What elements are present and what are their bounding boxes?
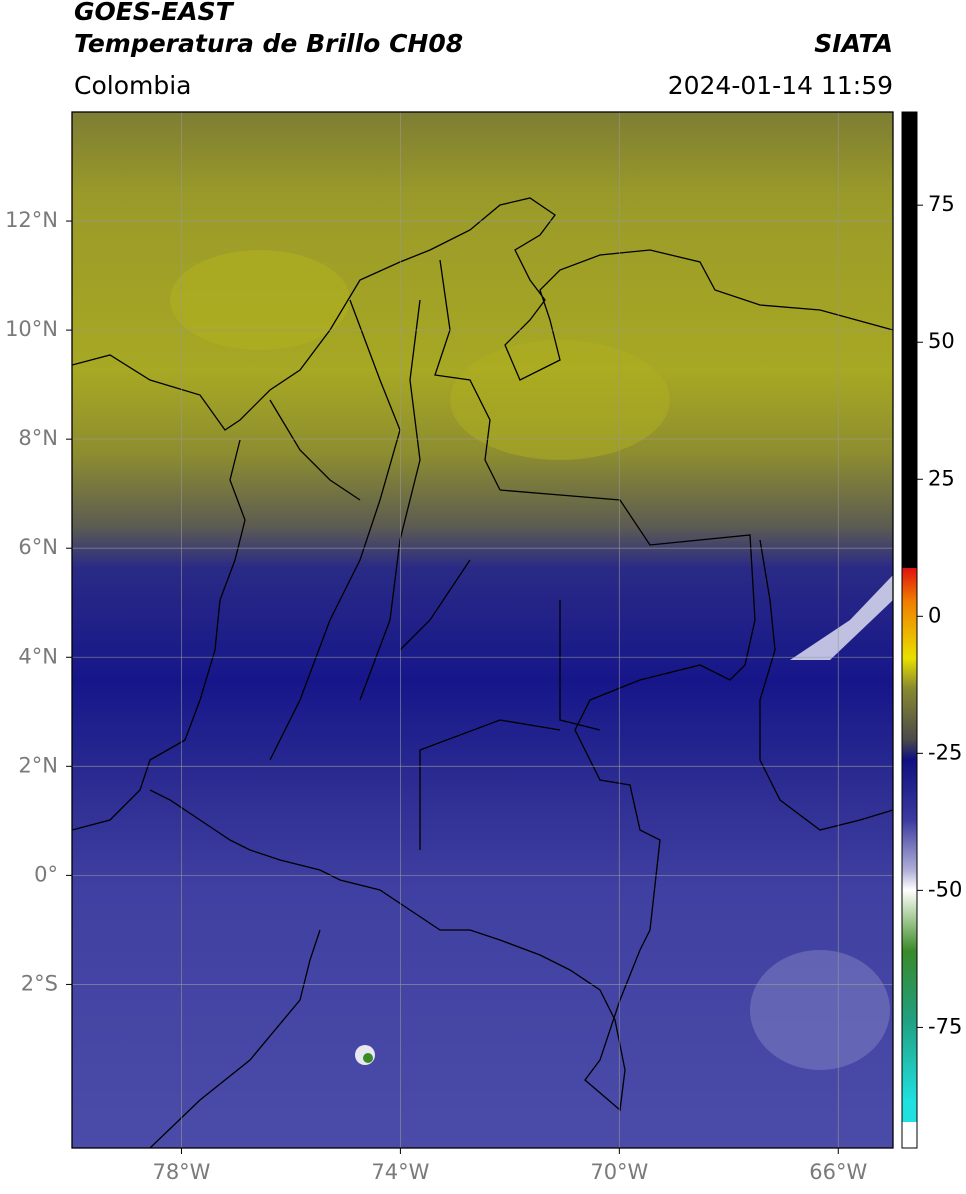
lon-tick-label: 74°W	[371, 1160, 429, 1184]
cloud-area	[170, 250, 350, 350]
country-border	[149, 929, 321, 1148]
lat-tick-label: 8°N	[18, 426, 58, 450]
map-frame	[71, 111, 894, 1149]
colorbar-tick-label: 0	[928, 603, 941, 627]
lat-tick-label: 12°N	[5, 208, 58, 232]
lat-tick-label: 6°N	[18, 535, 58, 559]
map-image	[72, 112, 893, 1148]
source: SIATA	[814, 29, 893, 58]
cold-cloud	[363, 1053, 373, 1063]
datetime: 2024-01-14 11:59	[668, 71, 893, 100]
country-border	[759, 539, 893, 831]
colorbar-tick-label: 75	[928, 192, 955, 216]
department-border	[269, 299, 601, 850]
lat-tick-label: 2°N	[18, 753, 58, 777]
lat-tick-label: 2°S	[21, 971, 58, 995]
lat-tick-label: 10°N	[5, 317, 58, 341]
cloud-area	[450, 340, 670, 460]
cold-cloud	[790, 575, 893, 660]
cloud-area	[750, 950, 890, 1070]
colorbar-ticks: 75 50 25 0 -25 -50 -75	[917, 192, 962, 1038]
colorbar-tick-label: -50	[928, 877, 962, 901]
satellite: GOES-EAST	[74, 0, 235, 26]
colorbar-tick-label: 25	[928, 466, 955, 490]
colorbar-tick-label: 50	[928, 329, 955, 353]
colorbar-tick-label: -75	[928, 1014, 962, 1038]
lon-tick-label: 78°W	[152, 1160, 210, 1184]
lon-tick-label: 70°W	[590, 1160, 648, 1184]
region: Colombia	[74, 71, 191, 100]
graticule	[66, 112, 893, 1154]
lat-tick-label: 4°N	[18, 644, 58, 668]
colorbar	[901, 111, 918, 1149]
lon-tick-label: 66°W	[809, 1160, 867, 1184]
coastline	[72, 439, 246, 831]
colorbar-tick-label: -25	[928, 740, 962, 764]
product: Temperatura de Brillo CH08	[74, 29, 463, 58]
coastline	[72, 197, 893, 431]
lat-tick-label: 0°	[34, 862, 58, 886]
